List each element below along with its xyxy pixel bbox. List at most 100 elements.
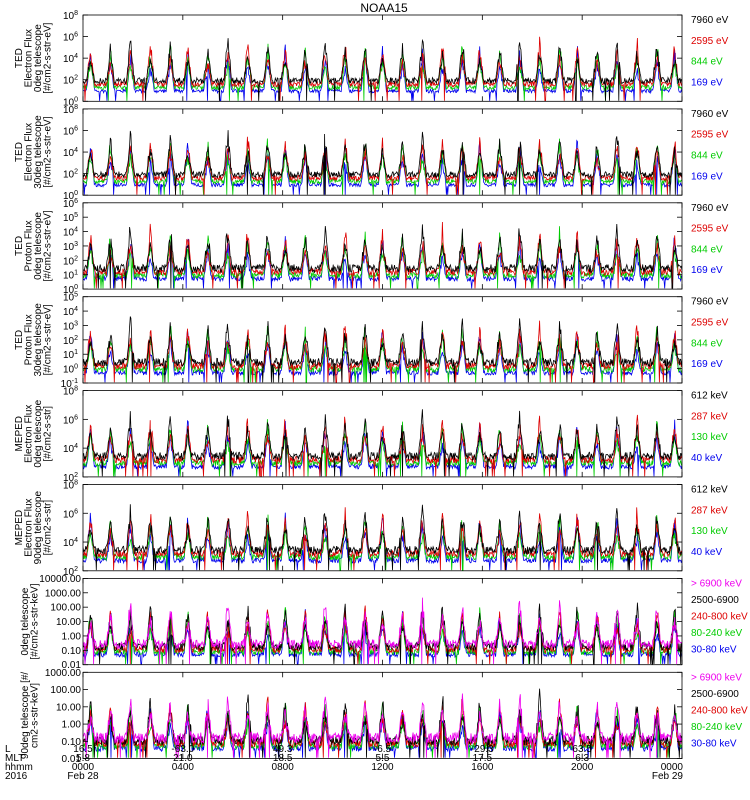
- series-line-80-240-kev: [83, 607, 682, 665]
- panel-8-ylabel: 90deg telescope [#/cm2-s-str-keV]: [20, 672, 41, 760]
- legend-2595-ev: 2595 eV: [691, 318, 729, 329]
- x-row-label: MLT: [5, 753, 24, 764]
- y-tick-label: 103: [63, 320, 78, 332]
- legend-169-ev: 169 eV: [691, 171, 723, 182]
- y-tick-label: 101: [63, 349, 78, 361]
- legend-2500-6900: 2500-6900: [691, 689, 739, 700]
- series-line--6900-kev: [83, 597, 682, 665]
- y-tick-label: 108: [63, 104, 78, 116]
- legend-612-kev: 612 keV: [691, 391, 728, 402]
- panel-4-traces: [83, 316, 682, 383]
- legend-130-kev: 130 keV: [691, 526, 728, 537]
- series-line-612-kev: [83, 504, 682, 571]
- series-line--6900-kev: [83, 693, 682, 759]
- x-row-value: 63.5: [572, 744, 592, 755]
- series-line-169-ev: [83, 44, 682, 102]
- legend-7960-ev: 7960 eV: [691, 203, 729, 214]
- y-tick-label: 108: [63, 10, 78, 22]
- legend-169-ev: 169 eV: [691, 265, 723, 276]
- y-tick-label: 103: [63, 241, 78, 253]
- legend-844-ev: 844 eV: [691, 338, 723, 349]
- x-row-label: 2016: [5, 771, 28, 782]
- legend-2595-ev: 2595 eV: [691, 36, 729, 47]
- y-tick-label: 105: [63, 292, 78, 304]
- panel-2-traces: [83, 130, 682, 195]
- legend--6900-kev: > 6900 keV: [691, 578, 742, 589]
- y-tick-label: 0.10: [62, 646, 82, 657]
- series-line-80-240-kev: [83, 702, 682, 758]
- y-tick-label: 1.00: [62, 720, 82, 731]
- series-line-7960-ev: [83, 38, 682, 102]
- legend-2595-ev: 2595 eV: [691, 130, 729, 141]
- legend-287-kev: 287 keV: [691, 505, 728, 516]
- y-tick-label: 0.01: [62, 754, 82, 765]
- legend-30-80-kev: 30-80 keV: [691, 644, 737, 655]
- y-tick-label: 108: [63, 386, 78, 398]
- panel-5-traces: [83, 409, 682, 477]
- x-row-value: Feb 29: [652, 771, 684, 782]
- legend-612-kev: 612 keV: [691, 485, 728, 496]
- legend-240-800-kev: 240-800 keV: [691, 705, 748, 716]
- panel-6-legend: 612 keV 287 keV 130 keV 40 keV: [691, 485, 728, 558]
- y-tick-label: 0.10: [62, 737, 82, 748]
- x-row-value: 16.5: [73, 744, 93, 755]
- series-line-844-ev: [83, 226, 682, 289]
- panel-7-legend: > 6900 keV 2500-6900 240-800 keV 80-240 keV…: [691, 578, 748, 655]
- panel-1-legend: 7960 eV 2595 eV 844 eV 169 eV: [691, 15, 729, 88]
- x-row-value: -29.3: [471, 744, 494, 755]
- x-row-value: 1200: [371, 762, 394, 773]
- y-tick-label: 104: [63, 53, 78, 65]
- panel-5-ylabel: MEPEDElectron Flux0deg telescope[#/cm2-s…: [14, 399, 54, 467]
- x-row-value: 0400: [172, 762, 195, 773]
- legend-169-ev: 169 eV: [691, 359, 723, 370]
- x-row-value: 5.5: [376, 753, 390, 764]
- y-tick-label: 102: [63, 255, 78, 267]
- y-tick-label: 104: [63, 227, 78, 239]
- series-line-2595-ev: [83, 136, 682, 195]
- x-row-value: 18.5: [273, 753, 293, 764]
- y-tick-label: 10.00: [56, 617, 81, 628]
- legend-2500-6900: 2500-6900: [691, 595, 739, 606]
- panel-4-legend: 7960 eV 2595 eV 844 eV 169 eV: [691, 297, 729, 370]
- y-tick-label: 106: [63, 508, 78, 520]
- panel-6-ylabel: MEPEDElectron Flux90deg telescope[#/cm2-…: [14, 491, 54, 565]
- legend-80-240-kev: 80-240 keV: [691, 722, 742, 733]
- y-tick-label: 100.00: [50, 685, 81, 696]
- panel-7-traces: [83, 597, 682, 665]
- y-tick-label: 100.00: [50, 603, 81, 614]
- series-line-2595-ev: [83, 221, 682, 289]
- panel-7: 0.01 0.10 1.00 10.00 100.00 1000.00 10000.000d…: [20, 574, 748, 671]
- x-row-label: L: [5, 744, 11, 755]
- legend-844-ev: 844 eV: [691, 244, 723, 255]
- x-row-value: 6.3: [575, 753, 589, 764]
- legend-287-kev: 287 keV: [691, 411, 728, 422]
- y-tick-label: 1000.00: [45, 668, 82, 679]
- y-tick-label: 1000.00: [45, 588, 82, 599]
- x-row-value: 21.0: [173, 753, 193, 764]
- legend-30-80-kev: 30-80 keV: [691, 738, 737, 749]
- x-row-label: hhmm: [5, 762, 33, 773]
- series-line-169-ev: [83, 236, 682, 289]
- series-line-40-kev: [83, 419, 682, 477]
- panel-2-ylabel: TEDElectron Flux30deg telescope[#/cm2-s-…: [14, 115, 54, 189]
- panel-2-legend: 7960 eV 2595 eV 844 eV 169 eV: [691, 109, 729, 182]
- x-row-value: 2000: [571, 762, 594, 773]
- y-tick-label: 102: [63, 75, 78, 87]
- series-line-612-kev: [83, 409, 682, 477]
- y-tick-label: 10.00: [56, 702, 81, 713]
- legend-169-ev: 169 eV: [691, 77, 723, 88]
- panel-1-traces: [83, 36, 682, 102]
- y-tick-label: 102: [63, 169, 78, 181]
- panel-1-ylabel: TEDElectron Flux0deg telescope[#/cm2-s-s…: [14, 22, 54, 93]
- x-row-value: 0800: [272, 762, 295, 773]
- series-line-7960-ev: [83, 223, 682, 289]
- y-tick-label: 106: [63, 198, 78, 210]
- y-tick-label: 100: [63, 364, 78, 376]
- x-row-value: 5.8: [76, 753, 90, 764]
- y-tick-label: 104: [63, 443, 78, 455]
- legend-7960-ev: 7960 eV: [691, 109, 729, 120]
- y-tick-label: 106: [63, 125, 78, 137]
